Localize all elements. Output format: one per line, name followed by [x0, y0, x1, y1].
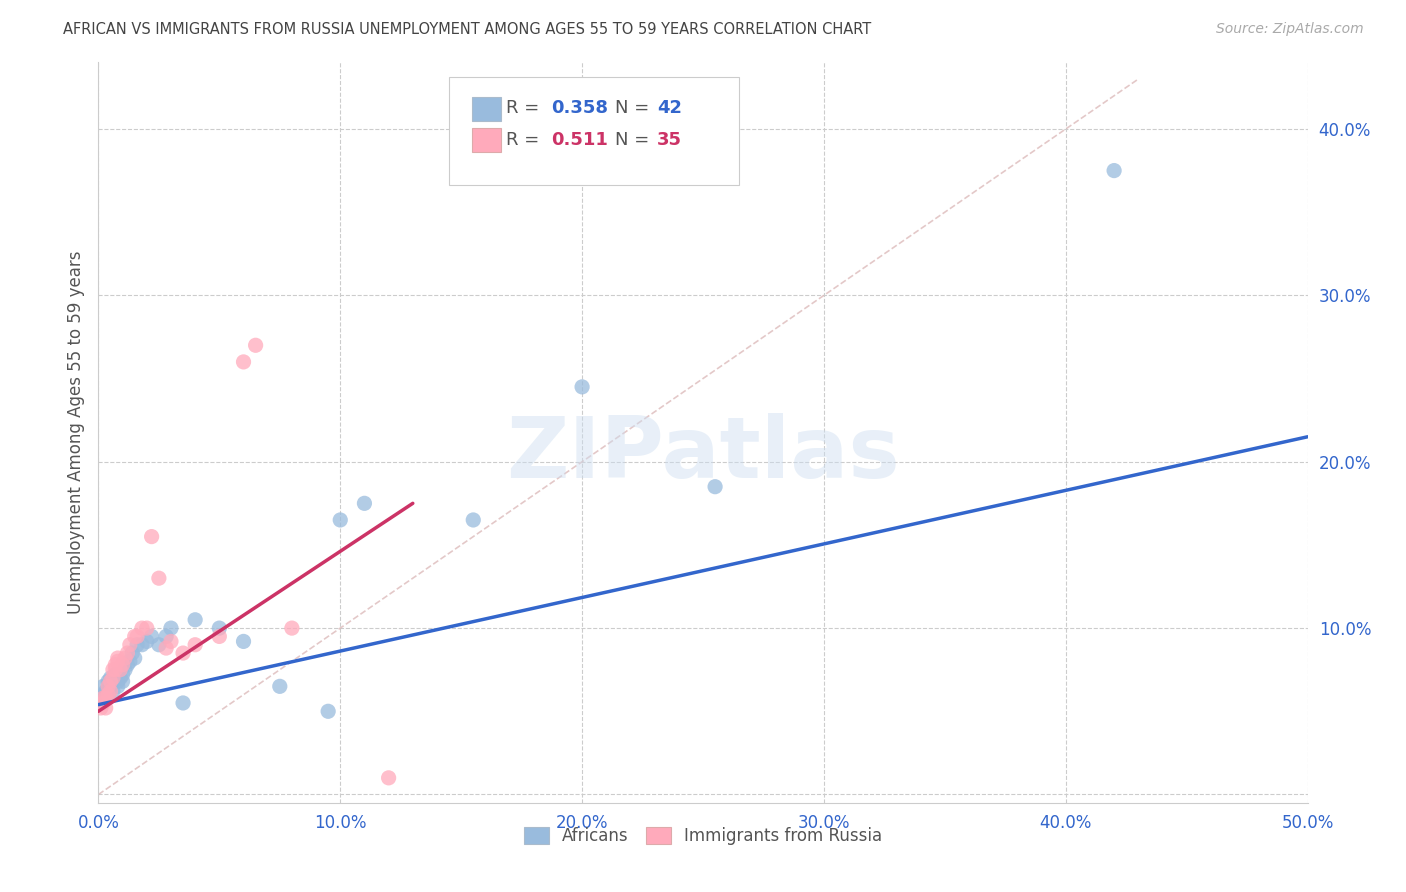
Point [155, 629, 177, 643]
Point [172, 696, 194, 710]
Text: N =: N = [614, 99, 655, 118]
Point [108, 663, 131, 677]
Point [101, 671, 124, 685]
Text: 0.511: 0.511 [551, 131, 607, 149]
Legend: Africans, Immigrants from Russia: Africans, Immigrants from Russia [516, 819, 890, 854]
Point [91, 679, 114, 693]
Point [104, 667, 127, 681]
Point [353, 496, 375, 510]
Point [91, 690, 114, 705]
Point [100, 679, 122, 693]
Point [124, 629, 146, 643]
Point [127, 629, 149, 643]
Point [107, 674, 129, 689]
Text: R =: R = [506, 99, 546, 118]
Y-axis label: Unemployment Among Ages 55 to 59 years: Unemployment Among Ages 55 to 59 years [66, 251, 84, 615]
Point [100, 674, 122, 689]
Point [1102, 163, 1125, 178]
FancyBboxPatch shape [472, 128, 501, 152]
Point [100, 684, 122, 698]
Point [114, 651, 136, 665]
Point [101, 674, 124, 689]
Point [704, 480, 727, 494]
Point [94, 701, 117, 715]
Point [232, 634, 254, 648]
Point [131, 638, 153, 652]
Text: 42: 42 [657, 99, 682, 118]
Text: R =: R = [506, 131, 551, 149]
Point [90, 696, 112, 710]
Point [94, 690, 117, 705]
Point [107, 651, 129, 665]
Point [316, 704, 339, 718]
Point [94, 690, 117, 705]
Point [97, 688, 120, 702]
Point [104, 671, 127, 685]
Point [131, 621, 153, 635]
Point [463, 513, 485, 527]
Point [107, 679, 129, 693]
Point [118, 638, 141, 652]
Point [141, 530, 163, 544]
Point [90, 701, 112, 715]
Point [232, 355, 254, 369]
Point [108, 671, 131, 685]
Point [184, 613, 207, 627]
Point [111, 657, 134, 672]
Point [184, 638, 207, 652]
Point [135, 634, 157, 648]
FancyBboxPatch shape [449, 78, 740, 185]
Point [100, 671, 122, 685]
Point [104, 663, 127, 677]
Point [160, 634, 183, 648]
Point [135, 621, 157, 635]
Point [377, 771, 399, 785]
Point [121, 646, 143, 660]
Point [148, 571, 170, 585]
Point [101, 663, 124, 677]
Text: Source: ZipAtlas.com: Source: ZipAtlas.com [1216, 22, 1364, 37]
Point [97, 688, 120, 702]
Point [91, 696, 114, 710]
Point [281, 621, 304, 635]
Point [94, 684, 117, 698]
Point [208, 629, 231, 643]
Text: ZIPatlas: ZIPatlas [506, 413, 900, 496]
Point [114, 663, 136, 677]
Point [208, 621, 231, 635]
Point [117, 657, 139, 672]
Point [148, 638, 170, 652]
Point [245, 338, 267, 352]
Point [101, 684, 124, 698]
Point [269, 679, 291, 693]
FancyBboxPatch shape [472, 97, 501, 121]
Point [172, 646, 194, 660]
Point [160, 621, 183, 635]
Point [97, 674, 120, 689]
Text: 35: 35 [657, 131, 682, 149]
Point [111, 674, 134, 689]
Point [104, 657, 127, 672]
Point [117, 646, 139, 660]
Point [127, 638, 149, 652]
Point [107, 654, 129, 668]
Point [111, 667, 134, 681]
Text: 0.358: 0.358 [551, 99, 607, 118]
Point [141, 629, 163, 643]
Point [329, 513, 352, 527]
Point [124, 651, 146, 665]
Point [118, 654, 141, 668]
Point [571, 380, 593, 394]
Text: AFRICAN VS IMMIGRANTS FROM RUSSIA UNEMPLOYMENT AMONG AGES 55 TO 59 YEARS CORRELA: AFRICAN VS IMMIGRANTS FROM RUSSIA UNEMPL… [63, 22, 872, 37]
Point [155, 641, 177, 656]
Text: N =: N = [614, 131, 655, 149]
Point [97, 679, 120, 693]
Point [91, 688, 114, 702]
